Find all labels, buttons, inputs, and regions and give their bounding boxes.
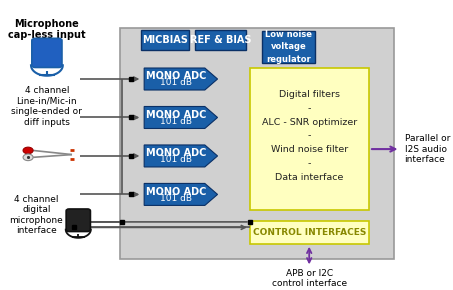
Text: 101 dB: 101 dB bbox=[160, 78, 193, 87]
Text: MONO ADC: MONO ADC bbox=[146, 148, 207, 158]
Text: Digital filters
-
ALC - SNR optimizer
-
Wind noise filter
-
Data interface: Digital filters - ALC - SNR optimizer - … bbox=[262, 90, 357, 182]
Bar bbox=[262, 31, 315, 63]
Polygon shape bbox=[144, 68, 217, 90]
Bar bbox=[195, 30, 246, 50]
Polygon shape bbox=[144, 145, 217, 167]
Text: 101 dB: 101 dB bbox=[160, 194, 193, 203]
FancyBboxPatch shape bbox=[66, 209, 91, 231]
Text: MONO ADC: MONO ADC bbox=[146, 110, 207, 120]
Text: 101 dB: 101 dB bbox=[160, 117, 193, 126]
Text: MONO ADC: MONO ADC bbox=[146, 187, 207, 197]
Text: REF & BIAS: REF & BIAS bbox=[190, 35, 251, 45]
Polygon shape bbox=[144, 106, 217, 128]
Bar bbox=[250, 220, 369, 244]
Text: Parallel or
I2S audio
interface: Parallel or I2S audio interface bbox=[405, 134, 450, 164]
Text: MONO ADC: MONO ADC bbox=[146, 71, 207, 81]
Polygon shape bbox=[144, 184, 217, 205]
Circle shape bbox=[23, 147, 33, 154]
Bar bbox=[141, 30, 189, 50]
Text: 101 dB: 101 dB bbox=[160, 155, 193, 164]
Bar bbox=[120, 28, 394, 259]
Text: MICBIAS: MICBIAS bbox=[142, 35, 188, 45]
Circle shape bbox=[23, 154, 33, 161]
Text: 4 channel
digital
microphone
interface: 4 channel digital microphone interface bbox=[10, 195, 63, 235]
Text: 4 channel
Line-in/Mic-in
single-ended or
diff inputs: 4 channel Line-in/Mic-in single-ended or… bbox=[11, 86, 82, 127]
Text: Low noise
voltage
regulator: Low noise voltage regulator bbox=[265, 30, 312, 64]
Bar bbox=[250, 68, 369, 210]
Text: APB or I2C
control interface: APB or I2C control interface bbox=[272, 269, 347, 288]
FancyBboxPatch shape bbox=[32, 38, 62, 68]
Text: Microphone
cap-less input: Microphone cap-less input bbox=[8, 19, 86, 40]
Text: CONTROL INTERFACES: CONTROL INTERFACES bbox=[253, 228, 366, 237]
